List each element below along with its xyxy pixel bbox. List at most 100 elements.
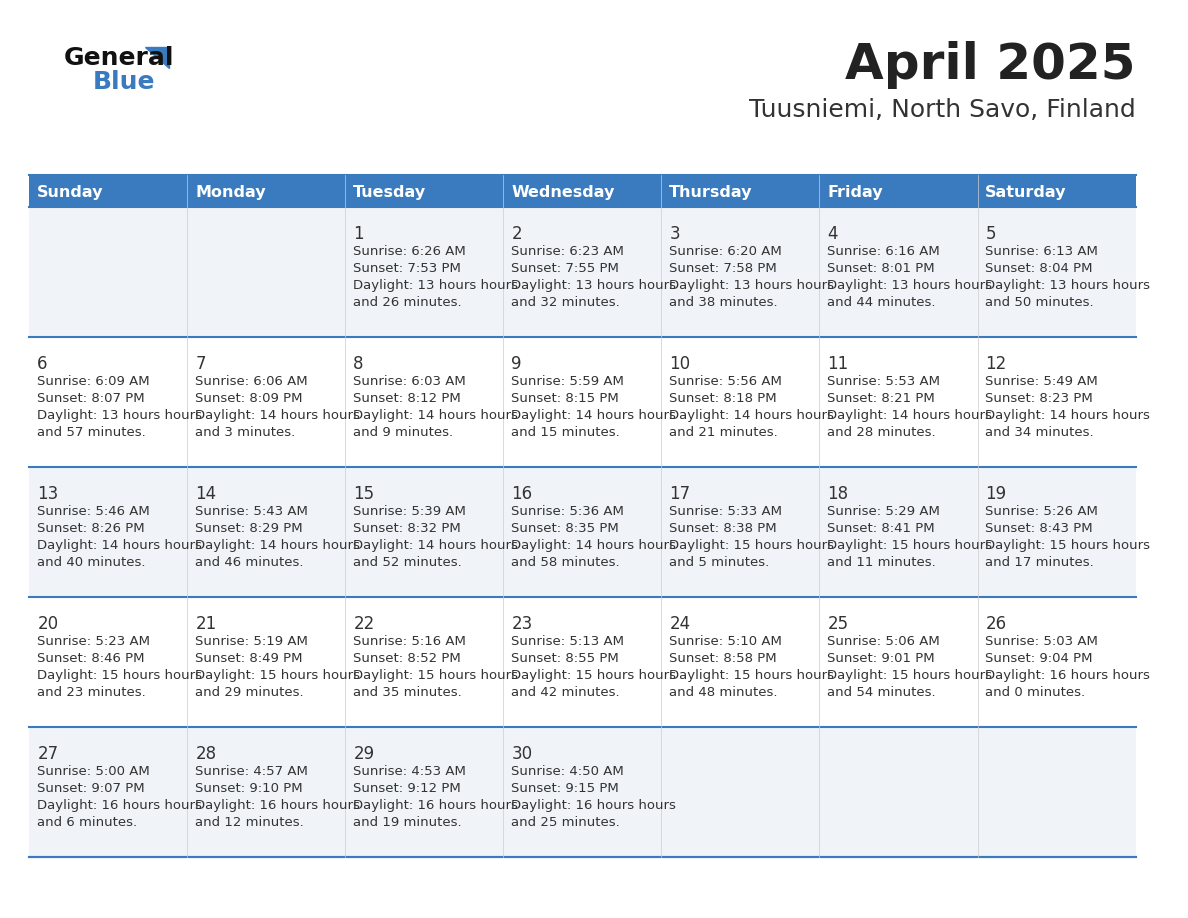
Text: Sunset: 7:53 PM: Sunset: 7:53 PM [353,262,461,275]
Text: and 12 minutes.: and 12 minutes. [195,816,304,829]
Text: 5: 5 [985,225,996,243]
Bar [504,207,662,337]
Text: Daylight: 14 hours hours: Daylight: 14 hours hours [37,539,202,552]
Text: Daylight: 14 hours hours: Daylight: 14 hours hours [511,409,676,422]
Bar [346,337,504,467]
Text: Sunrise: 5:49 AM: Sunrise: 5:49 AM [985,375,1098,388]
Text: 22: 22 [353,615,374,633]
Bar [978,467,1136,597]
Text: 29: 29 [353,745,374,763]
Text: Sunset: 8:26 PM: Sunset: 8:26 PM [37,522,145,535]
Text: Sunrise: 5:36 AM: Sunrise: 5:36 AM [511,505,624,518]
Text: Sunset: 8:43 PM: Sunset: 8:43 PM [985,522,1093,535]
Bar [662,727,820,857]
Bar [662,175,820,207]
Text: Sunset: 8:38 PM: Sunset: 8:38 PM [669,522,777,535]
Text: Sunrise: 6:13 AM: Sunrise: 6:13 AM [985,245,1098,258]
Text: Sunset: 9:01 PM: Sunset: 9:01 PM [827,652,935,665]
Text: Sunrise: 4:50 AM: Sunrise: 4:50 AM [511,765,624,778]
Text: and 19 minutes.: and 19 minutes. [353,816,462,829]
Text: Sunset: 8:49 PM: Sunset: 8:49 PM [195,652,303,665]
Text: April 2025: April 2025 [845,41,1136,89]
Text: Sunset: 8:46 PM: Sunset: 8:46 PM [37,652,145,665]
Bar [188,207,346,337]
Text: Sunset: 8:55 PM: Sunset: 8:55 PM [511,652,619,665]
Text: Daylight: 14 hours hours: Daylight: 14 hours hours [195,409,360,422]
Text: Sunset: 7:55 PM: Sunset: 7:55 PM [511,262,619,275]
Text: Sunset: 8:09 PM: Sunset: 8:09 PM [195,392,303,405]
Bar [978,597,1136,727]
Text: Sunrise: 6:06 AM: Sunrise: 6:06 AM [195,375,308,388]
Text: Daylight: 13 hours hours: Daylight: 13 hours hours [37,409,202,422]
Text: Daylight: 14 hours hours: Daylight: 14 hours hours [353,409,518,422]
Text: General: General [64,46,175,70]
Text: Friday: Friday [827,185,883,199]
Text: 9: 9 [511,355,522,373]
Text: Sunset: 8:04 PM: Sunset: 8:04 PM [985,262,1093,275]
Bar [504,175,662,207]
Text: Daylight: 15 hours hours: Daylight: 15 hours hours [195,669,360,682]
Text: and 11 minutes.: and 11 minutes. [827,556,936,569]
Text: Monday: Monday [195,185,266,199]
Bar [188,175,346,207]
Text: Daylight: 13 hours hours: Daylight: 13 hours hours [985,279,1150,292]
Bar [820,207,978,337]
Text: 16: 16 [511,485,532,503]
Text: 1: 1 [353,225,364,243]
Bar [30,597,188,727]
Text: Sunday: Sunday [37,185,103,199]
Text: Sunset: 8:21 PM: Sunset: 8:21 PM [827,392,935,405]
Text: and 21 minutes.: and 21 minutes. [669,426,778,439]
Text: and 40 minutes.: and 40 minutes. [37,556,146,569]
Text: and 34 minutes.: and 34 minutes. [985,426,1094,439]
Bar [662,597,820,727]
Bar [820,597,978,727]
Bar [346,597,504,727]
Text: Sunrise: 5:56 AM: Sunrise: 5:56 AM [669,375,782,388]
Text: Sunrise: 5:10 AM: Sunrise: 5:10 AM [669,635,782,648]
Text: 14: 14 [195,485,216,503]
Text: 2: 2 [511,225,522,243]
Text: Sunset: 8:32 PM: Sunset: 8:32 PM [353,522,461,535]
Text: Sunrise: 5:43 AM: Sunrise: 5:43 AM [195,505,308,518]
Text: Sunset: 8:52 PM: Sunset: 8:52 PM [353,652,461,665]
Text: Blue: Blue [93,70,156,94]
Text: and 54 minutes.: and 54 minutes. [827,686,936,699]
Text: 18: 18 [827,485,848,503]
Text: 27: 27 [37,745,58,763]
Bar [30,467,188,597]
Bar [978,207,1136,337]
Text: Sunrise: 5:29 AM: Sunrise: 5:29 AM [827,505,940,518]
Text: Sunrise: 5:13 AM: Sunrise: 5:13 AM [511,635,625,648]
Text: Sunrise: 5:46 AM: Sunrise: 5:46 AM [37,505,150,518]
Text: and 29 minutes.: and 29 minutes. [195,686,304,699]
Bar [188,467,346,597]
Text: and 6 minutes.: and 6 minutes. [37,816,138,829]
Text: Sunrise: 5:03 AM: Sunrise: 5:03 AM [985,635,1098,648]
Text: 4: 4 [827,225,838,243]
Text: Sunset: 8:18 PM: Sunset: 8:18 PM [669,392,777,405]
Bar [188,337,346,467]
Text: Sunrise: 5:53 AM: Sunrise: 5:53 AM [827,375,941,388]
Text: and 9 minutes.: and 9 minutes. [353,426,454,439]
Text: 21: 21 [195,615,216,633]
Text: Sunset: 9:04 PM: Sunset: 9:04 PM [985,652,1093,665]
Text: and 58 minutes.: and 58 minutes. [511,556,620,569]
Bar [978,175,1136,207]
Text: 24: 24 [669,615,690,633]
Text: Sunrise: 6:09 AM: Sunrise: 6:09 AM [37,375,150,388]
Text: Daylight: 13 hours hours: Daylight: 13 hours hours [669,279,834,292]
Text: Daylight: 15 hours hours: Daylight: 15 hours hours [827,669,992,682]
Bar [504,597,662,727]
Text: and 32 minutes.: and 32 minutes. [511,296,620,309]
Text: 30: 30 [511,745,532,763]
Text: Sunrise: 5:59 AM: Sunrise: 5:59 AM [511,375,624,388]
Bar [662,467,820,597]
Text: and 0 minutes.: and 0 minutes. [985,686,1086,699]
Text: Tuusniemi, North Savo, Finland: Tuusniemi, North Savo, Finland [748,98,1136,122]
Text: and 26 minutes.: and 26 minutes. [353,296,462,309]
Text: Wednesday: Wednesday [511,185,614,199]
Bar [820,467,978,597]
Text: Sunrise: 5:16 AM: Sunrise: 5:16 AM [353,635,466,648]
Text: Daylight: 15 hours hours: Daylight: 15 hours hours [353,669,518,682]
